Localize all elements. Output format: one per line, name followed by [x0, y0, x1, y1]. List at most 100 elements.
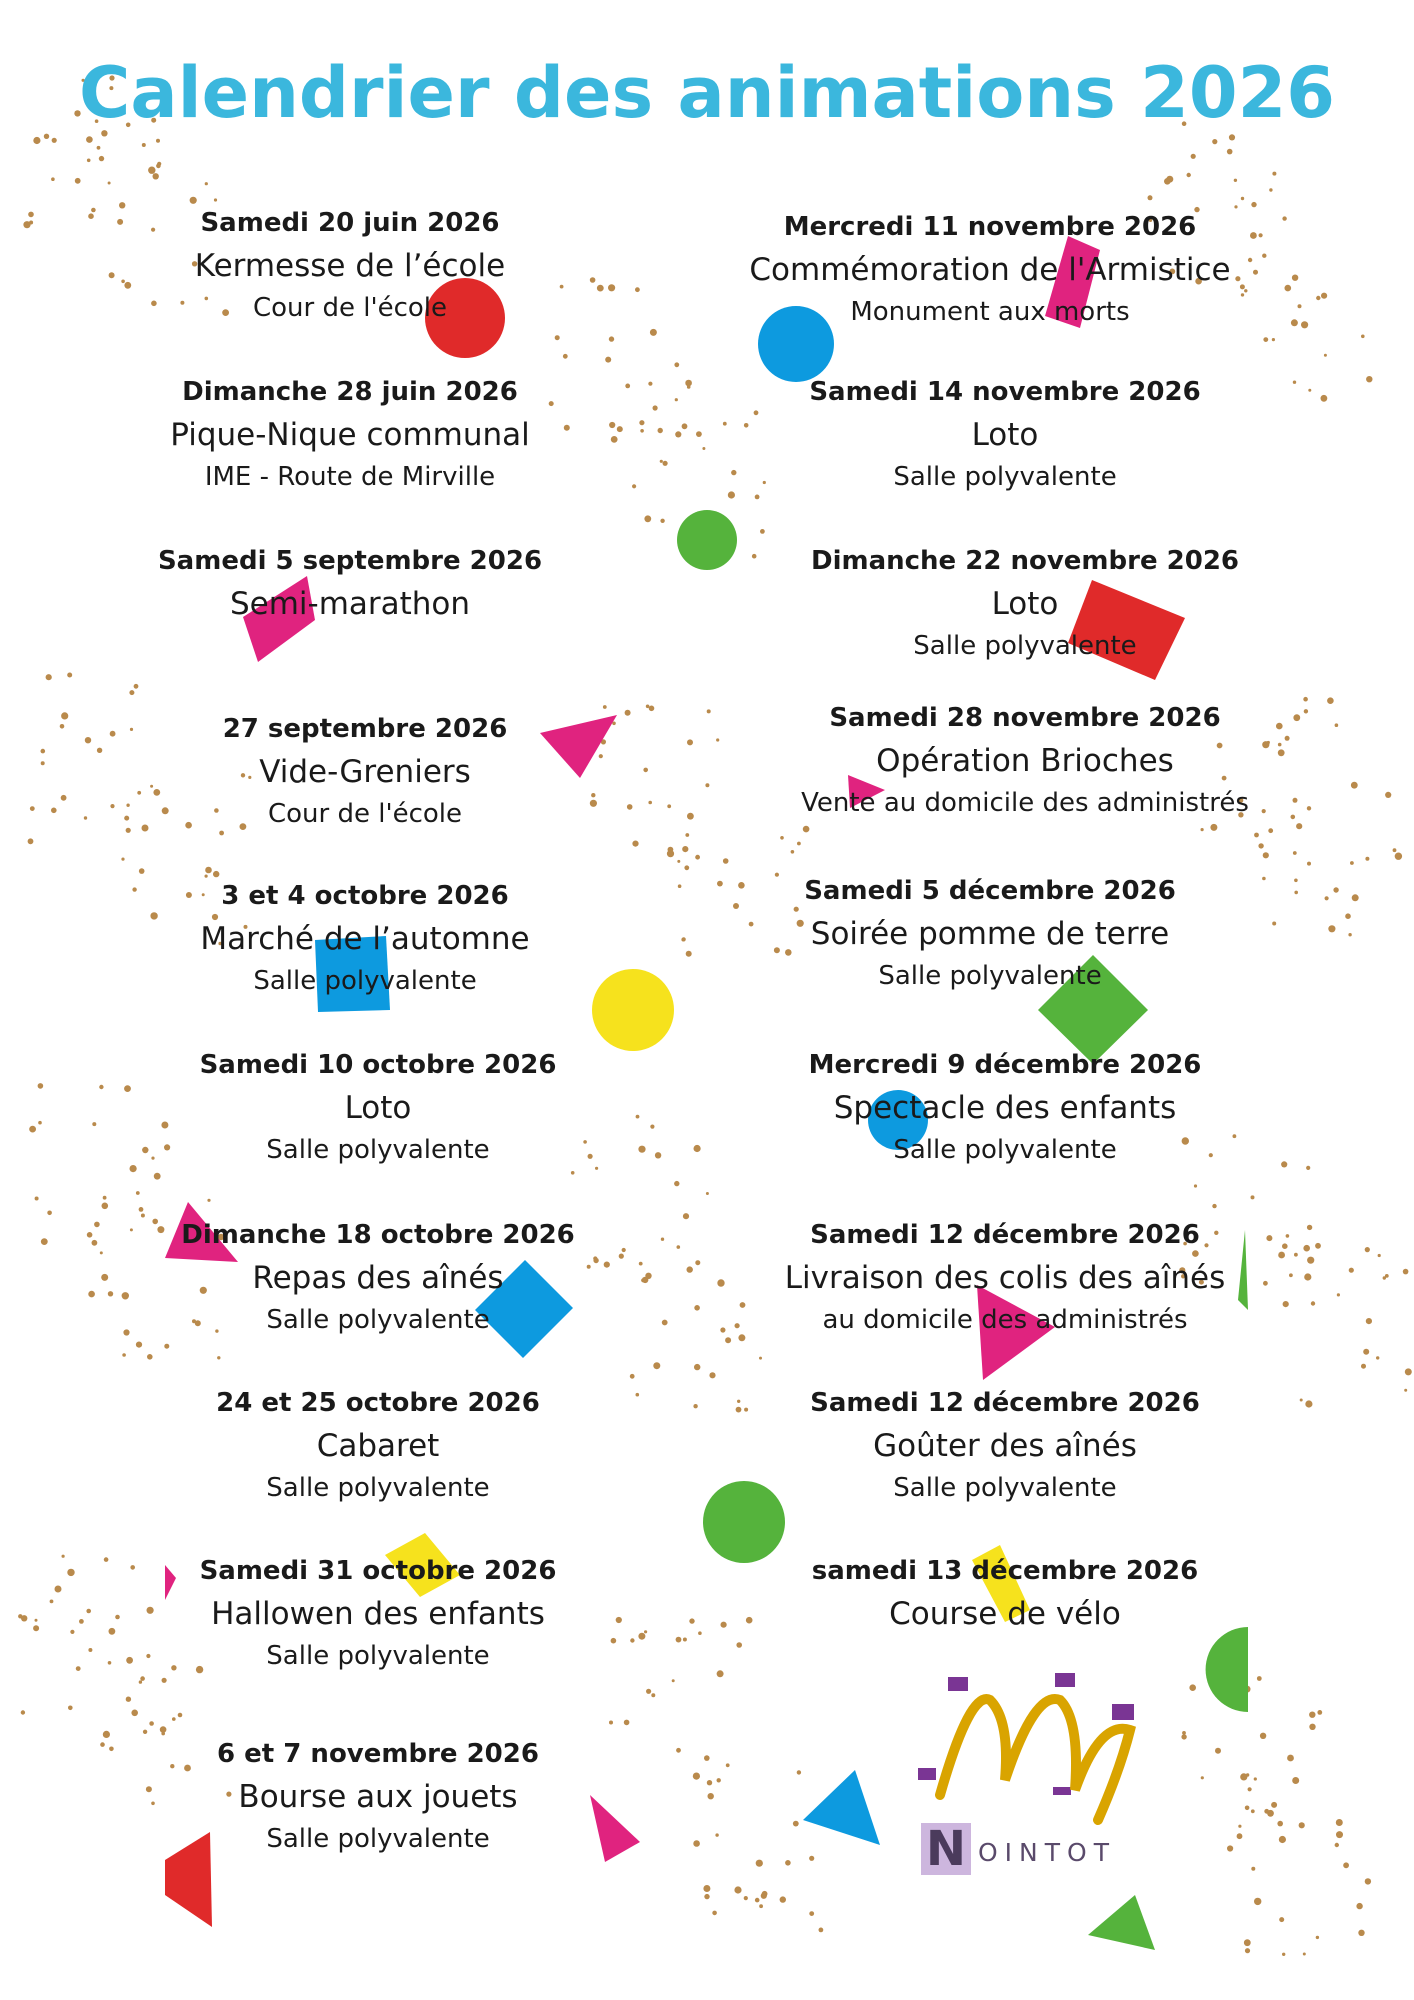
dot — [67, 1568, 75, 1577]
dot — [1259, 1732, 1267, 1740]
dot — [164, 1343, 170, 1349]
dot — [211, 913, 219, 921]
event-date: 27 septembre 2026 — [222, 714, 508, 744]
dot — [1290, 319, 1298, 327]
event-place: Salle polyvalente — [893, 1473, 1117, 1503]
dot — [1392, 848, 1397, 853]
event-date: 3 et 4 octobre 2026 — [221, 881, 509, 911]
dot — [129, 727, 134, 732]
dot — [1194, 206, 1200, 213]
dot — [648, 381, 653, 386]
dot — [638, 1145, 646, 1153]
dot — [1233, 178, 1238, 182]
dot — [696, 431, 702, 437]
dot — [596, 284, 604, 292]
dot — [1253, 1777, 1257, 1781]
dot — [774, 872, 780, 877]
dot — [623, 1719, 630, 1726]
dot — [101, 130, 108, 137]
event: Dimanche 28 juin 2026 Pique-Nique communa… — [170, 372, 530, 497]
logo-mark — [918, 1673, 1136, 1825]
dot — [676, 1245, 681, 1249]
dot — [624, 709, 631, 716]
dot — [685, 950, 692, 957]
dot — [687, 812, 694, 820]
dot — [86, 136, 93, 143]
event-place: Vente au domicile des administrés — [801, 788, 1249, 818]
dot — [779, 1896, 786, 1903]
dot — [1334, 1842, 1340, 1848]
dot — [1239, 284, 1245, 290]
title: Calendrier des animations 2026 — [78, 52, 1335, 134]
shape — [1205, 1627, 1248, 1712]
dot — [100, 1742, 105, 1747]
dot — [603, 1261, 610, 1268]
dot — [138, 1680, 143, 1684]
dot — [1315, 1242, 1321, 1249]
dot — [692, 1772, 701, 1780]
shape — [972, 1545, 1030, 1622]
dot — [79, 1619, 84, 1624]
dot — [131, 1709, 138, 1717]
dot — [226, 1791, 232, 1797]
dot — [693, 1840, 700, 1847]
dot — [161, 1121, 169, 1129]
dot — [1200, 828, 1204, 832]
dot — [1226, 148, 1233, 155]
event-name: Loto — [344, 1090, 412, 1126]
dot — [23, 221, 31, 229]
dot — [107, 1291, 114, 1297]
dot — [1193, 1184, 1198, 1188]
event-date: 24 et 25 octobre 2026 — [216, 1388, 540, 1418]
dot — [1287, 1754, 1294, 1762]
dot — [1262, 253, 1267, 258]
dot — [59, 724, 65, 729]
dot — [151, 300, 157, 307]
dot — [625, 383, 631, 389]
dot — [159, 1726, 167, 1733]
dot — [51, 807, 57, 814]
dot — [1281, 1161, 1288, 1168]
dot — [213, 198, 218, 202]
dot — [587, 1153, 593, 1159]
dot — [195, 1665, 204, 1674]
dot — [151, 1156, 155, 1160]
dot — [754, 494, 760, 500]
dot — [652, 405, 658, 411]
dot — [1240, 1773, 1248, 1781]
dot — [33, 1625, 40, 1632]
dot — [666, 850, 675, 858]
dot — [1336, 1831, 1343, 1839]
dot — [693, 1404, 698, 1409]
dot — [1181, 1137, 1190, 1145]
dot — [703, 1885, 711, 1892]
dot — [133, 683, 139, 689]
dot — [559, 284, 564, 289]
dot — [51, 177, 55, 181]
dot — [1351, 894, 1359, 902]
dot — [172, 1717, 176, 1721]
dot — [1228, 134, 1236, 141]
dot — [129, 1165, 137, 1173]
dot — [107, 1661, 112, 1665]
dot — [562, 353, 568, 359]
event-place: Salle polyvalente — [266, 1135, 490, 1165]
dot — [677, 859, 681, 863]
dot — [1232, 1134, 1237, 1139]
dot — [1271, 1801, 1278, 1808]
event-date: Samedi 14 novembre 2026 — [809, 377, 1201, 407]
dot — [1251, 1866, 1256, 1871]
dot — [1348, 933, 1352, 937]
dot — [1266, 740, 1270, 745]
dot — [125, 122, 131, 128]
dot — [1384, 1274, 1389, 1278]
dot — [1258, 843, 1264, 849]
dot — [608, 336, 615, 342]
dot — [121, 857, 125, 861]
event-date: Dimanche 18 octobre 2026 — [181, 1220, 575, 1250]
event-place: Cour de l'école — [252, 293, 448, 323]
dot — [126, 1656, 133, 1664]
logo-initial: N — [921, 1823, 971, 1875]
dot — [1268, 828, 1274, 834]
dot — [146, 1606, 154, 1614]
